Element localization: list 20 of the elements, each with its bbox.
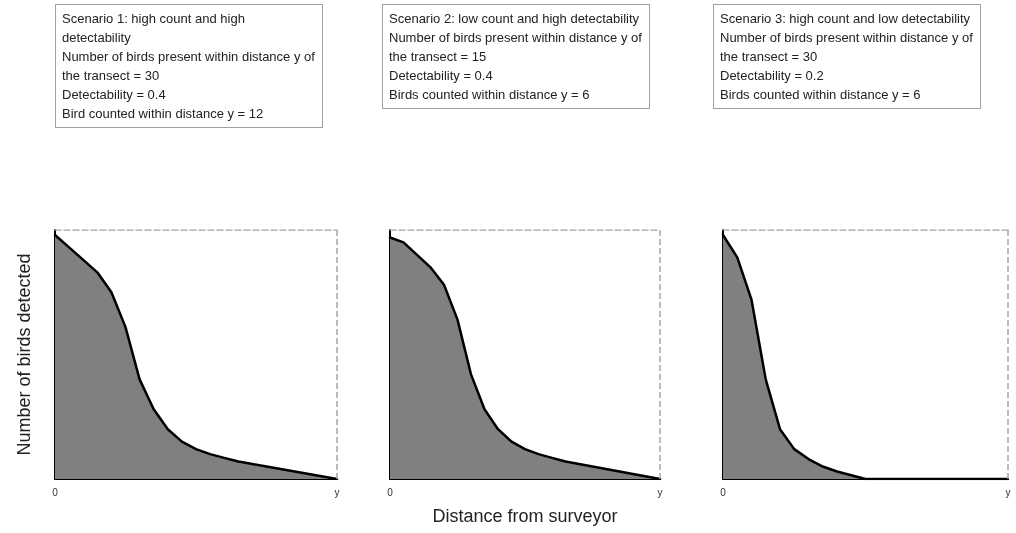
chart-title: Scenario 2: low count and high detectability: [389, 10, 641, 28]
x-tick-label: 0: [52, 486, 59, 498]
text: Bird counted within distance y = 12: [62, 105, 265, 123]
text: Detectability = 0.4: [389, 67, 494, 85]
text: Detectability = 0.2: [720, 67, 825, 85]
x-axis-title: Distance from surveyor: [432, 506, 618, 526]
text: Number of birds present within distance y of the transect = 15: [389, 29, 643, 66]
chart-title: Scenario 1: high count and high detectability: [62, 10, 246, 47]
text: Number of birds present within distance y of the transect = 30: [62, 48, 316, 85]
x-tick-label: 0: [387, 486, 394, 498]
x-tick-label: 0: [720, 486, 727, 498]
text: Birds counted within distance y = 6: [389, 86, 591, 104]
text: Detectability = 0.4: [62, 86, 167, 104]
text: Birds counted within distance y = 6: [720, 86, 922, 104]
y-axis-title: Number of birds detected: [14, 253, 34, 456]
x-tick-label: y: [1005, 486, 1011, 498]
chart-title: Scenario 3: high count and low detectability: [720, 10, 972, 28]
x-tick-label: y: [334, 486, 340, 498]
x-tick-label: y: [657, 486, 663, 498]
text: Number of birds present within distance y of the transect = 30: [720, 29, 974, 66]
